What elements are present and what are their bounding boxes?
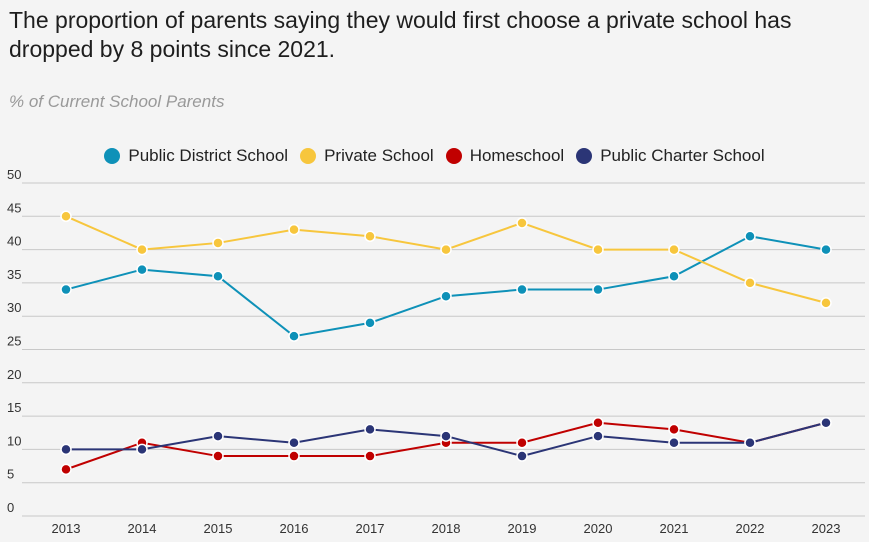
data-point [288, 330, 300, 342]
x-tick-label: 2017 [356, 521, 385, 536]
data-point [288, 223, 300, 236]
data-point [136, 243, 148, 256]
legend-label: Public District School [128, 146, 289, 165]
y-tick-label: 35 [7, 267, 21, 282]
data-point [212, 430, 224, 442]
data-point [60, 210, 72, 223]
data-point [668, 270, 680, 282]
data-point [592, 417, 604, 429]
data-point [668, 423, 680, 436]
data-point [364, 423, 376, 436]
data-point [212, 237, 224, 249]
data-point [440, 430, 452, 442]
legend-marker-icon [300, 148, 317, 164]
data-point [212, 450, 224, 462]
y-tick-label: 10 [7, 433, 21, 448]
data-point [364, 230, 376, 243]
data-point [440, 243, 452, 256]
y-tick-label: 20 [7, 367, 21, 382]
x-tick-label: 2021 [660, 521, 689, 536]
data-point [668, 243, 680, 256]
data-point [592, 283, 604, 296]
x-tick-label: 2019 [508, 521, 537, 536]
y-tick-label: 25 [7, 334, 21, 349]
legend-label: Public Charter School [600, 146, 765, 165]
y-tick-label: 15 [7, 400, 21, 415]
data-point [136, 443, 148, 456]
legend: Public District School Private School Home… [0, 146, 869, 166]
data-point [60, 443, 72, 456]
y-tick-label: 5 [7, 467, 14, 482]
data-point [744, 230, 756, 243]
x-tick-label: 2015 [204, 521, 233, 536]
data-point [136, 263, 148, 276]
data-point [288, 450, 300, 462]
data-point [364, 317, 376, 329]
legend-item: Public District School [104, 146, 288, 166]
data-point [516, 450, 528, 462]
data-point [288, 436, 300, 449]
legend-label: Private School [324, 146, 434, 165]
y-tick-label: 40 [7, 234, 21, 249]
legend-item: Private School [300, 146, 434, 166]
x-tick-label: 2018 [432, 521, 461, 536]
data-point [60, 283, 72, 296]
y-tick-label: 45 [7, 200, 21, 215]
data-point [440, 290, 452, 302]
data-point [212, 270, 224, 282]
x-tick-label: 2022 [736, 521, 765, 536]
data-point [820, 417, 832, 429]
x-tick-label: 2023 [812, 521, 841, 536]
y-tick-label: 0 [7, 500, 14, 515]
data-point [744, 277, 756, 289]
data-point [820, 297, 832, 309]
data-point [516, 436, 528, 449]
x-tick-label: 2020 [584, 521, 613, 536]
chart-subtitle: % of Current School Parents [9, 92, 225, 111]
legend-marker-icon [104, 148, 121, 164]
y-tick-label: 50 [7, 167, 21, 182]
data-point [744, 436, 756, 449]
data-point [60, 463, 72, 476]
x-tick-label: 2014 [128, 521, 157, 536]
legend-item: Public Charter School [576, 146, 765, 166]
data-point [516, 283, 528, 296]
data-point [592, 243, 604, 256]
legend-label: Homeschool [469, 146, 565, 165]
y-tick-label: 30 [7, 300, 21, 315]
data-point [592, 430, 604, 442]
data-point [668, 436, 680, 449]
x-tick-label: 2013 [52, 521, 81, 536]
data-point [364, 450, 376, 462]
series-line-1 [65, 215, 827, 304]
data-point [820, 243, 832, 256]
legend-item: Homeschool [445, 146, 565, 166]
legend-marker-icon [445, 148, 462, 164]
data-point [516, 217, 528, 229]
x-tick-label: 2016 [280, 521, 309, 536]
chart-title: The proportion of parents saying they wo… [9, 7, 792, 62]
legend-marker-icon [576, 148, 593, 164]
